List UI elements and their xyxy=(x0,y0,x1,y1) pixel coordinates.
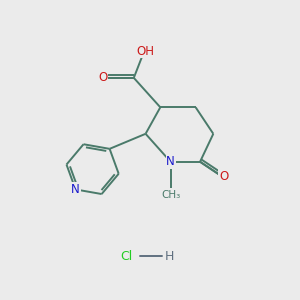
Text: CH₃: CH₃ xyxy=(161,190,180,200)
Text: H: H xyxy=(164,250,174,262)
Text: O: O xyxy=(219,170,228,183)
Text: OH: OH xyxy=(136,45,154,58)
Text: Cl: Cl xyxy=(120,250,133,262)
Text: N: N xyxy=(166,155,175,168)
Text: O: O xyxy=(98,71,107,84)
Text: N: N xyxy=(71,183,80,196)
